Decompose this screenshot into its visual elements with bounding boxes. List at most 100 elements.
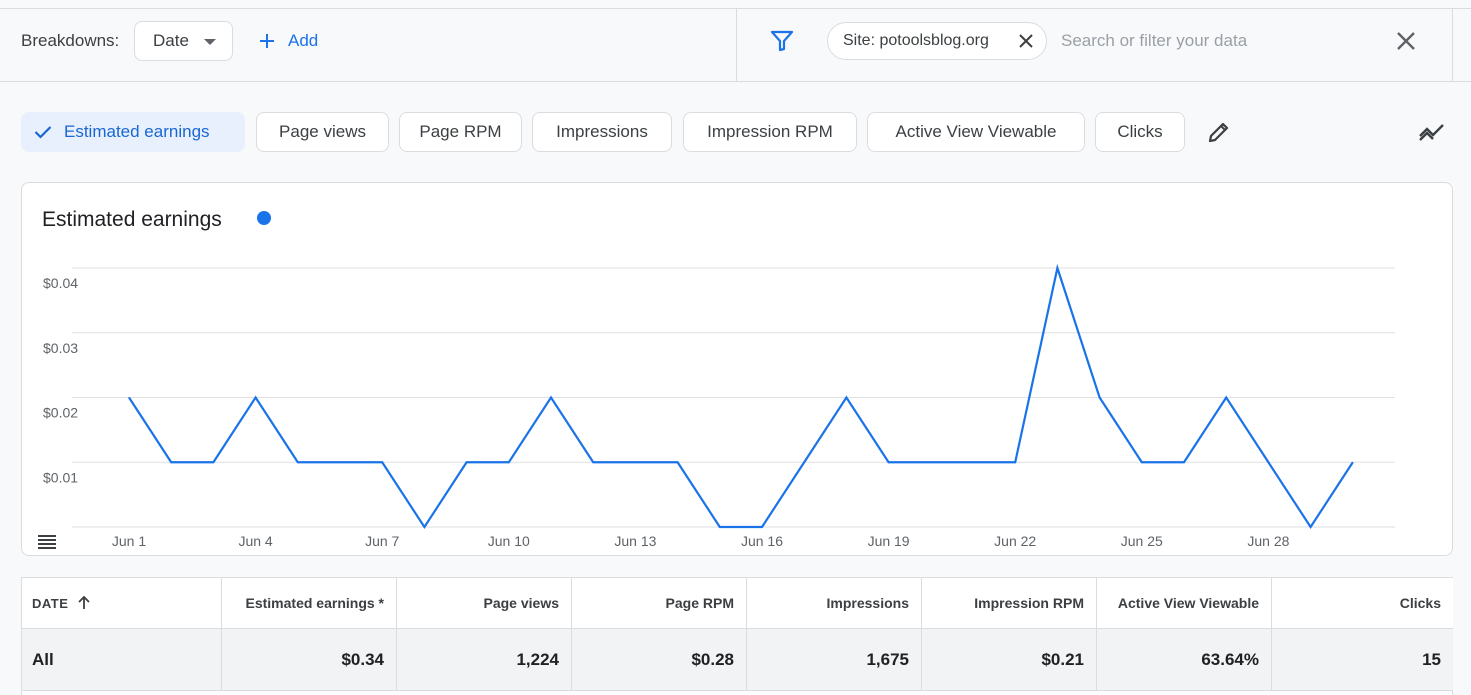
column-header-page-views[interactable]: Page views (397, 578, 572, 628)
data-point (381, 461, 383, 463)
data-point (719, 526, 721, 528)
column-header-date[interactable]: DATE (22, 578, 222, 628)
total-cell-page-views: 1,224 (397, 629, 572, 690)
metric-chip-page-rpm[interactable]: Page RPM (399, 112, 522, 152)
data-point (508, 461, 510, 463)
x-tick-label: Jun 16 (741, 533, 783, 549)
data-point (128, 397, 130, 398)
metric-chip-impressions[interactable]: Impressions (532, 112, 672, 152)
breakdown-toolbar: Breakdowns: Date Add Site: potoolsblog.o… (0, 8, 1471, 82)
y-tick-label: $0.04 (43, 275, 78, 291)
metric-chip-label: Page RPM (419, 122, 502, 141)
legend-dot (257, 211, 271, 225)
x-tick-label: Jun 10 (488, 533, 530, 549)
total-cell-date: All (22, 629, 222, 690)
data-point (634, 461, 636, 463)
chart-type-icon[interactable] (1418, 122, 1446, 142)
data-point (845, 397, 847, 398)
x-tick-label: Jun 19 (868, 533, 910, 549)
breakdown-date-select[interactable]: Date (134, 21, 233, 61)
data-point (1225, 397, 1227, 398)
line-chart: $0.01 $0.02 $0.03 $0.04 Jun 1 Jun 4 Jun 7 Jun 1… (43, 263, 1395, 549)
metric-chip-impression-rpm[interactable]: Impression RPM (683, 112, 857, 152)
x-tick-label: Jun 25 (1121, 533, 1163, 549)
report-table: DATE Estimated earnings * Page views Pag… (21, 577, 1453, 695)
date-select-value: Date (153, 31, 189, 50)
metric-chip-label: Estimated earnings (64, 122, 210, 141)
data-point (1310, 526, 1312, 528)
search-filter-input[interactable] (1061, 29, 1361, 53)
dropdown-caret-icon (204, 39, 216, 45)
data-point (170, 461, 172, 463)
metric-chip-active-view-viewable[interactable]: Active View Viewable (867, 112, 1085, 152)
table-header-row: DATE Estimated earnings * Page views Pag… (22, 578, 1453, 629)
column-header-active-view-viewable[interactable]: Active View Viewable (1097, 578, 1272, 628)
data-point (972, 461, 974, 463)
close-icon[interactable] (1396, 31, 1416, 51)
data-point (255, 397, 257, 398)
data-point (1267, 461, 1269, 463)
checkmark-icon (34, 126, 52, 139)
total-cell-impressions: 1,675 (747, 629, 922, 690)
data-point (1141, 461, 1143, 463)
column-header-label: Active View Viewable (1117, 595, 1259, 611)
site-filter-chip[interactable]: Site: potoolsblog.org (827, 22, 1047, 60)
total-cell-impression-rpm: $0.21 (922, 629, 1097, 690)
data-point (592, 461, 594, 463)
filter-icon[interactable] (770, 30, 794, 52)
add-breakdown-button[interactable]: Add (258, 21, 318, 61)
column-header-label: Impressions (826, 595, 909, 611)
x-tick-label: Jun 4 (238, 533, 272, 549)
column-header-label: Estimated earnings * (245, 595, 385, 611)
edit-metrics-icon[interactable] (1207, 120, 1231, 144)
x-tick-label: Jun 13 (614, 533, 656, 549)
remove-filter-icon[interactable] (1018, 33, 1034, 49)
metric-chip-label: Impressions (556, 122, 648, 141)
column-header-impression-rpm[interactable]: Impression RPM (922, 578, 1097, 628)
x-tick-label: Jun 28 (1247, 533, 1289, 549)
metric-chip-clicks[interactable]: Clicks (1095, 112, 1185, 152)
breakdowns-label: Breakdowns: (21, 31, 120, 50)
data-point (297, 461, 299, 463)
column-header-label: Clicks (1399, 595, 1441, 611)
column-header-impressions[interactable]: Impressions (747, 578, 922, 628)
plus-icon (260, 34, 274, 48)
x-tick-label: Jun 22 (994, 533, 1036, 549)
data-point (550, 397, 552, 398)
metric-chip-label: Clicks (1117, 122, 1163, 141)
earnings-chart-card: Estimated earnings $0.01 $0.02 $0.03 $0.04 J… (21, 182, 1453, 556)
column-header-page-rpm[interactable]: Page RPM (572, 578, 747, 628)
chart-title: Estimated earnings (42, 208, 222, 231)
metric-chip-page-views[interactable]: Page views (256, 112, 389, 152)
column-header-label: Impression RPM (974, 595, 1084, 611)
data-point (212, 461, 214, 463)
chart-menu-icon[interactable] (38, 535, 56, 549)
y-tick-label: $0.03 (43, 340, 78, 356)
data-point (1183, 461, 1185, 463)
data-point (761, 526, 763, 528)
add-label: Add (288, 31, 319, 50)
metric-chip-estimated-earnings[interactable]: Estimated earnings (21, 112, 245, 152)
data-point (1099, 397, 1101, 398)
data-point (466, 461, 468, 463)
metric-chip-label: Impression RPM (707, 122, 833, 141)
total-cell-clicks: 15 (1422, 649, 1441, 669)
data-point (1056, 267, 1058, 269)
toolbar-divider (736, 9, 737, 82)
series-line (128, 263, 1354, 530)
column-header-estimated-earnings[interactable]: Estimated earnings * (222, 578, 397, 628)
sort-ascending-icon[interactable] (78, 596, 91, 610)
data-point (803, 461, 805, 463)
x-tick-label: Jun 1 (112, 533, 146, 549)
toolbar-edge (1452, 9, 1453, 82)
data-point (423, 526, 425, 528)
data-point (1352, 461, 1354, 463)
table-total-row: All $0.34 1,224 $0.28 1,675 $0.21 63.64%… (22, 629, 1453, 691)
column-header-clicks[interactable]: Clicks (1272, 578, 1453, 628)
data-point (677, 461, 679, 463)
metric-chip-label: Active View Viewable (895, 122, 1057, 141)
y-tick-label: $0.01 (43, 469, 78, 485)
total-cell-active-view-viewable: 63.64% (1097, 629, 1272, 690)
metric-chip-label: Page views (279, 122, 366, 141)
column-header-label: Page RPM (665, 595, 734, 611)
